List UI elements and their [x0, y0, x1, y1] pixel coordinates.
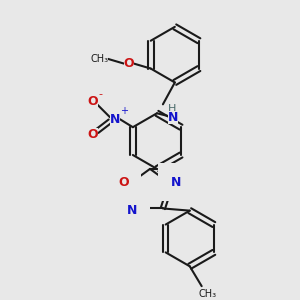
Text: O: O — [88, 95, 98, 108]
Text: -: - — [98, 89, 102, 99]
Text: N: N — [127, 204, 137, 217]
Text: N: N — [110, 113, 120, 126]
Text: N: N — [168, 111, 178, 124]
Text: CH₃: CH₃ — [90, 54, 108, 64]
Text: H: H — [168, 104, 176, 114]
Text: CH₃: CH₃ — [199, 289, 217, 299]
Text: O: O — [118, 176, 129, 188]
Text: O: O — [124, 57, 134, 70]
Text: O: O — [88, 128, 98, 141]
Text: +: + — [120, 106, 128, 116]
Text: N: N — [171, 176, 181, 188]
